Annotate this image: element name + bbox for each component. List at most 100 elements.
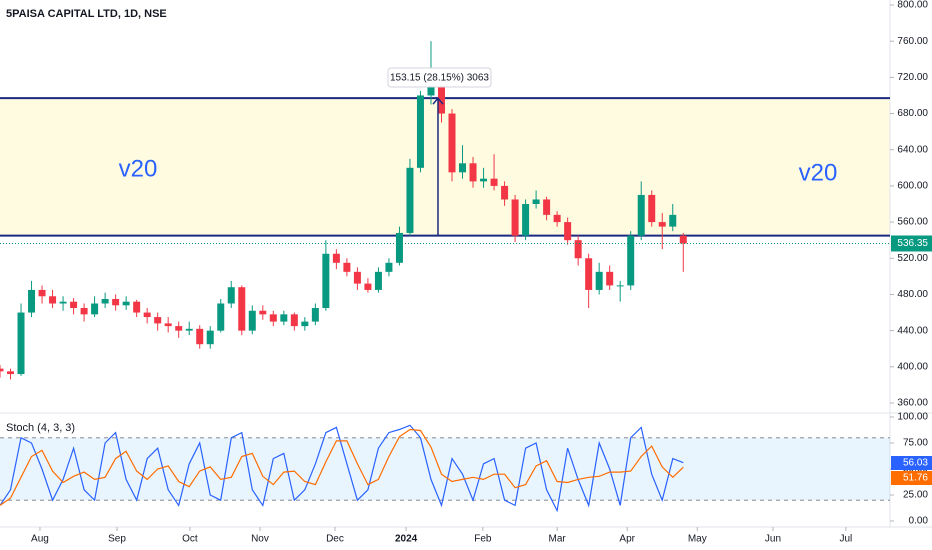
last-price-tag [891,235,932,252]
y-tick-label: 100.00 [897,412,928,423]
candle-body [0,368,4,372]
candle-body [59,301,67,304]
x-tick-label: Nov [251,534,269,545]
candle-body [143,312,151,318]
y-tick-label: 560.00 [897,217,928,228]
candle-body [112,298,120,306]
candle-body [532,199,540,204]
candle-body [301,321,309,327]
candle-body [406,167,414,233]
chart-title: 5PAISA CAPITAL LTD, 1D, NSE [6,8,167,20]
y-tick-label: 720.00 [897,72,928,83]
x-tick-label: Sep [108,534,126,545]
candle-body [332,253,340,263]
candle-body [322,253,330,309]
candle-body [164,323,172,327]
candle-body [269,314,277,322]
indicator-tag [891,456,932,470]
y-tick-label: 75.00 [903,438,928,449]
y-tick-label: 440.00 [897,325,928,336]
candle-body [364,283,372,290]
y-tick-label: 520.00 [897,253,928,264]
candle-body [564,222,572,241]
x-tick-label: Dec [326,534,344,545]
candle-body [101,298,109,304]
candle-body [49,296,57,304]
candle-body [91,303,99,315]
candle-body [38,289,46,297]
candle-body [459,163,467,173]
candle-body [374,271,382,290]
candle-body [574,240,582,259]
y-tick-label: 600.00 [897,181,928,192]
candle-body [501,185,509,200]
measure-box [387,67,492,88]
measure-arrow [432,96,444,105]
y-tick-label: 480.00 [897,289,928,300]
candle-body [17,312,25,375]
candle-body [290,314,298,327]
indicator-tag-label: 56.03 [903,458,928,469]
candle-body [259,310,267,315]
candle-body [206,330,214,345]
y-tick-label: 640.00 [897,144,928,155]
y-tick-label: 0.00 [909,516,929,527]
candle-body [217,303,225,331]
candle-body [616,285,624,287]
y-tick-label: 360.00 [897,398,928,409]
candle-body [448,113,456,173]
candle-body [185,328,193,331]
candle-body [606,271,614,286]
y-tick-label: 25.00 [903,490,928,501]
candle-body [395,232,403,263]
candle-body [437,77,445,114]
candle-body [511,199,519,236]
candle-body [353,271,361,284]
candle-body [175,326,183,331]
x-tick-label: May [688,534,707,545]
candle-body [585,258,593,290]
x-tick-label: Oct [182,534,198,545]
candle-body [70,301,78,309]
y-tick-label: 400.00 [897,361,928,372]
candle-body [133,301,141,313]
x-tick-label: Feb [474,534,492,545]
x-tick-label: 2024 [395,534,418,545]
y-tick-label: 800.00 [897,0,928,11]
last-price-label: 536.35 [897,238,928,249]
candle-body [658,222,666,227]
candle-body [385,262,393,272]
candle-body [238,287,246,331]
candle-body [679,235,687,244]
x-tick-label: Jul [839,534,852,545]
candle-body [637,194,645,236]
measure-label: 153.15 (28.15%) 3063 [390,73,489,84]
x-tick-label: Jun [765,534,781,545]
candle-body [196,328,204,345]
candle-body [627,235,635,286]
candle-body [227,287,235,304]
zone [0,98,890,236]
x-tick-label: Mar [549,534,567,545]
candle-body [311,308,319,322]
candle-body [595,271,603,290]
indicator-tag-label: 51.76 [903,473,928,484]
x-tick-label: Apr [619,534,635,545]
indicator-line [0,424,684,513]
candle-body [480,178,488,182]
x-tick-label: Aug [31,534,49,545]
candle-body [416,95,424,168]
candle-body [280,314,288,322]
indicator-title: Stoch (4, 3, 3) [6,422,75,434]
y-tick-label: 680.00 [897,108,928,119]
zone-label: v20 [119,155,158,182]
candle-body [122,301,130,306]
indicator-line [0,428,684,506]
candle-body [28,289,36,313]
candle-body [469,163,477,182]
candle-body [343,262,351,272]
y-tick-label: 760.00 [897,36,928,47]
candle-body [248,310,256,331]
